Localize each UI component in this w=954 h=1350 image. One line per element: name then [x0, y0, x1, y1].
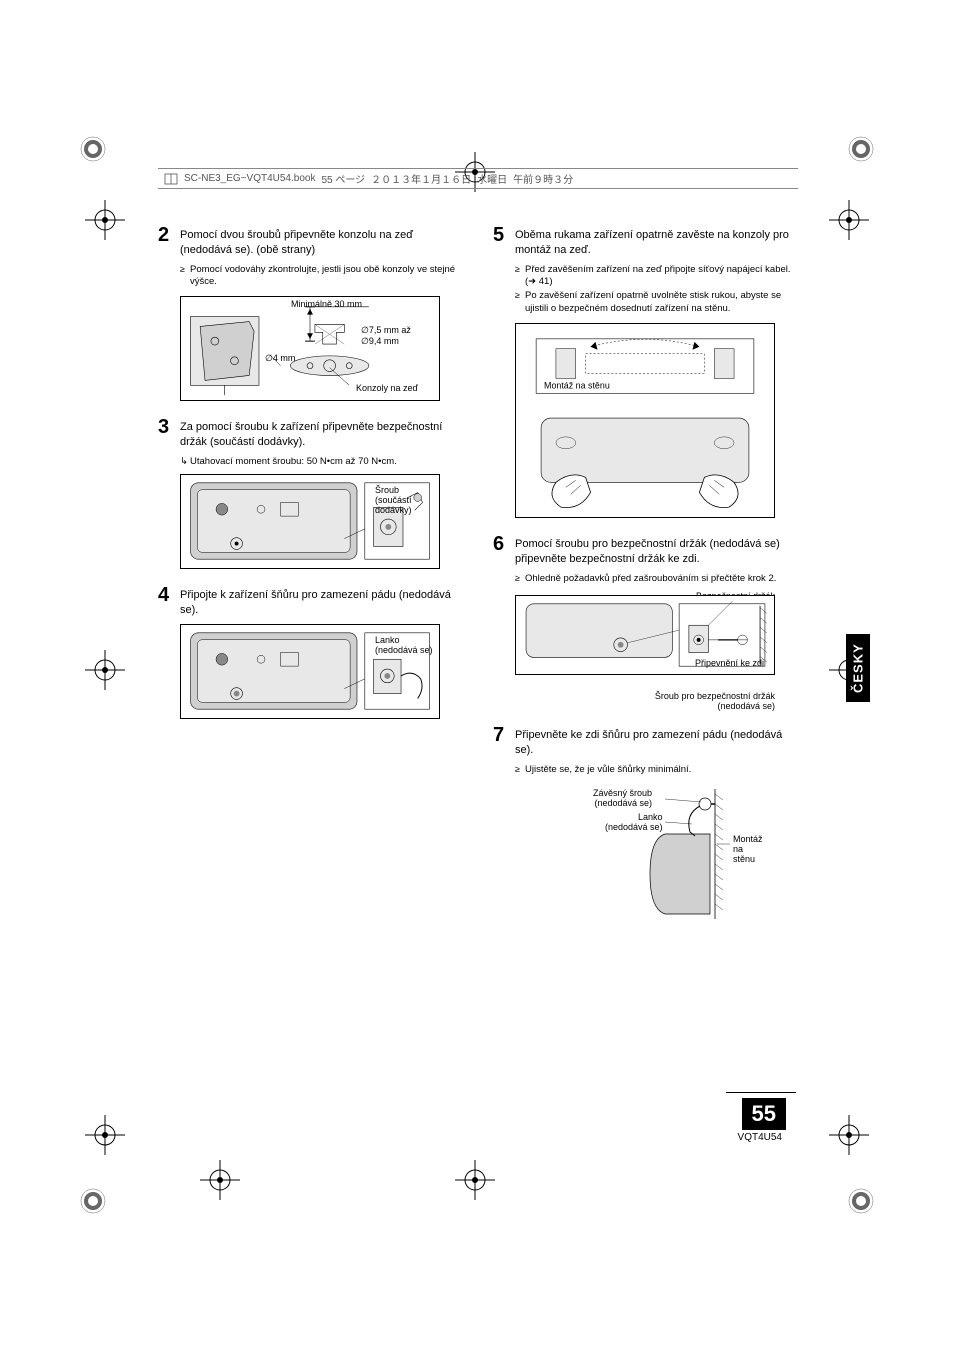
crosshair-icon — [200, 1160, 240, 1200]
crosshair-icon — [85, 650, 125, 690]
crosshair-icon — [829, 200, 869, 240]
step-number: 3 — [158, 417, 180, 450]
crosshair-icon — [85, 1115, 125, 1155]
fig-label-cord7: Lanko (nedodává se) — [605, 812, 663, 832]
regmark-tl — [78, 134, 108, 164]
fig-svg-text: Montáž na stěnu — [544, 380, 610, 390]
step-2-bullets: Pomocí vodováhy zkontrolujte, jestli jso… — [180, 264, 463, 289]
page-number: 55 — [742, 1098, 786, 1130]
figure-step3: Šroub (součástí dodávky) — [180, 474, 440, 569]
step-text: Pomocí šroubu pro bezpečnostní držák (ne… — [515, 534, 798, 567]
step-number: 7 — [493, 725, 515, 758]
header-time: 午前９時３分 — [513, 171, 573, 186]
fig-label-wall7: Montáž na stěnu — [733, 834, 763, 864]
fig-label-screw6: Šroub pro bezpečnostní držák (nedodává s… — [515, 691, 775, 711]
header-date: ２０１３年１月１６日 — [371, 171, 471, 186]
main-content: 2 Pomocí dvou šroubů připevněte konzolu … — [158, 225, 798, 924]
step-text: Oběma rukama zařízení opatrně zavěste na… — [515, 225, 798, 258]
step-6-bullets: Ohledně požadavků před zašroubováním si … — [515, 573, 798, 585]
step-number: 2 — [158, 225, 180, 258]
step-text: Za pomocí šroubu k zařízení připevněte b… — [180, 417, 463, 450]
fig-label-min: Minimálně 30 mm — [291, 299, 362, 309]
regmark-bl — [78, 1186, 108, 1216]
regmark-tr — [846, 134, 876, 164]
crosshair-icon — [85, 200, 125, 240]
step-4: 4 Připojte k zařízení šňůru pro zamezení… — [158, 585, 463, 618]
right-column: 5 Oběma rukama zařízení opatrně zavěste … — [493, 225, 798, 924]
step-5-bullets: Před zavěšením zařízení na zeď připojte … — [515, 264, 798, 315]
figure-step6: Připevnění ke zdi — [515, 595, 775, 675]
bullet-item: Ujistěte se, že je vůle šňůrky minimální… — [515, 764, 798, 776]
fig-label-screw: Šroub (součástí dodávky) — [375, 485, 412, 515]
step-text: Pomocí dvou šroubů připevněte konzolu na… — [180, 225, 463, 258]
bullet-item: Po zavěšení zařízení opatrně uvolněte st… — [515, 290, 798, 315]
crosshair-icon — [829, 1115, 869, 1155]
fig-label-bracket: Konzoly na zeď — [356, 383, 418, 393]
fig-label-dia: ∅7,5 mm až ∅9,4 mm — [361, 325, 411, 347]
step-2: 2 Pomocí dvou šroubů připevněte konzolu … — [158, 225, 463, 258]
bullet-item: Před zavěšením zařízení na zeď připojte … — [515, 264, 798, 289]
header-day: 水曜日 — [477, 171, 507, 186]
step-5: 5 Oběma rukama zařízení opatrně zavěste … — [493, 225, 798, 258]
document-header: SC-NE3_EG~VQT4U54.book 55 ページ ２０１３年１月１６日… — [158, 168, 798, 189]
language-tab: ČESKY — [846, 634, 870, 702]
page-divider — [726, 1092, 796, 1093]
step-number: 6 — [493, 534, 515, 567]
bullet-item: Pomocí vodováhy zkontrolujte, jestli jso… — [180, 264, 463, 289]
header-page: 55 ページ — [321, 171, 365, 186]
figure-step4: Lanko (nedodává se) — [180, 624, 440, 719]
step-7-bullets: Ujistěte se, že je vůle šňůrky minimální… — [515, 764, 798, 776]
step-7: 7 Připevněte ke zdi šňůru pro zamezení p… — [493, 725, 798, 758]
fig-label-attach: Připevnění ke zdi — [695, 658, 764, 668]
regmark-br — [846, 1186, 876, 1216]
step-number: 5 — [493, 225, 515, 258]
header-filename: SC-NE3_EG~VQT4U54.book — [184, 173, 315, 184]
document-code: VQT4U54 — [738, 1132, 782, 1143]
figure-step7: Závěsný šroub (nedodává se) Lanko (nedod… — [515, 784, 775, 924]
step-6: 6 Pomocí šroubu pro bezpečnostní držák (… — [493, 534, 798, 567]
book-icon — [164, 172, 178, 186]
crosshair-icon — [455, 1160, 495, 1200]
bullet-item: Ohledně požadavků před zašroubováním si … — [515, 573, 798, 585]
fig-label-hole: ∅4 mm — [265, 353, 295, 364]
step-3-note: Utahovací moment šroubu: 50 N•cm až 70 N… — [180, 456, 463, 468]
fig-label-screw7: Závěsný šroub (nedodává se) — [593, 788, 652, 808]
left-column: 2 Pomocí dvou šroubů připevněte konzolu … — [158, 225, 463, 924]
step-text: Připevněte ke zdi šňůru pro zamezení pád… — [515, 725, 798, 758]
fig-label-cord: Lanko (nedodává se) — [375, 635, 433, 655]
step-number: 4 — [158, 585, 180, 618]
step-3: 3 Za pomocí šroubu k zařízení připevněte… — [158, 417, 463, 450]
step-text: Připojte k zařízení šňůru pro zamezení p… — [180, 585, 463, 618]
figure-step5: Montáž na stěnu — [515, 323, 775, 518]
figure-step2: Minimálně 30 mm ∅7,5 mm až ∅9,4 mm ∅4 mm… — [180, 296, 440, 401]
